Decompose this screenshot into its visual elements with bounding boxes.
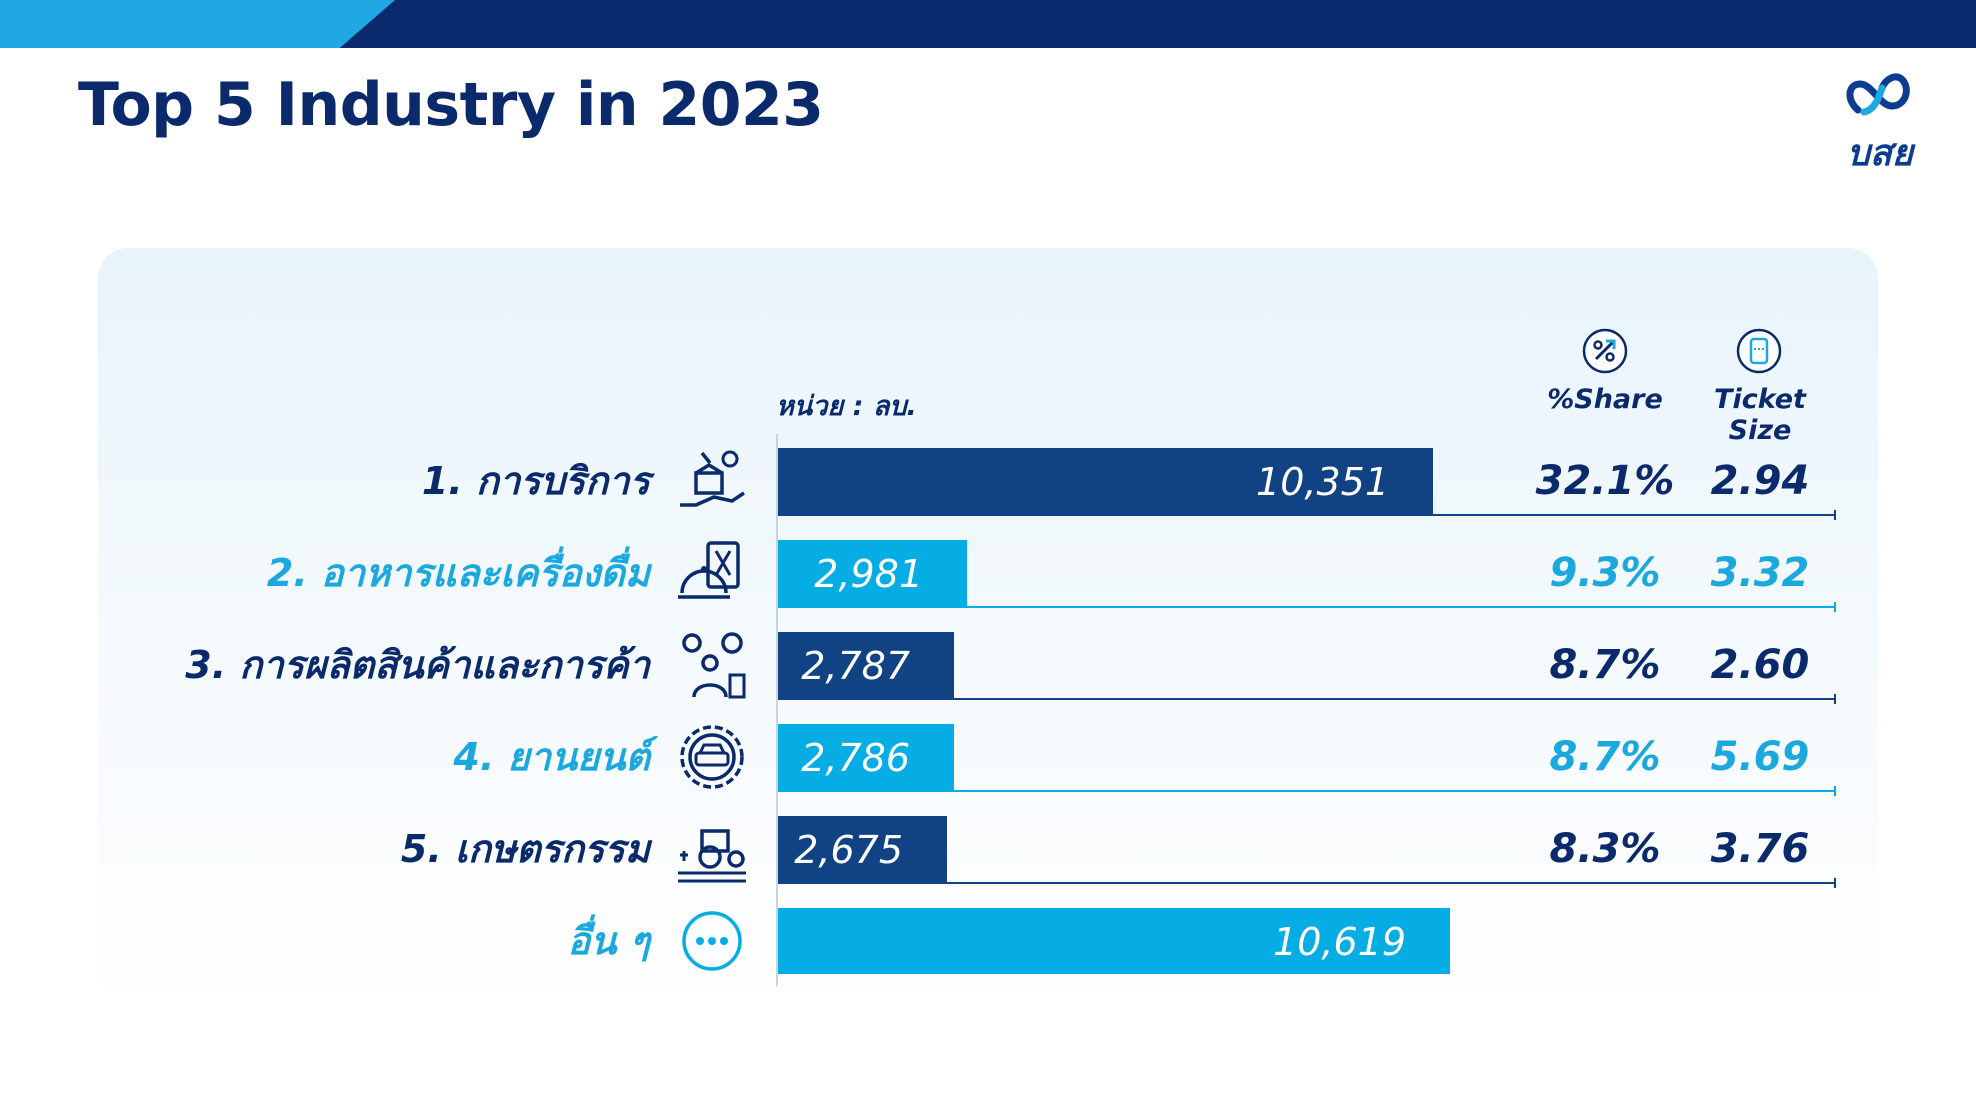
ticket-size-value: 3.32: [1710, 550, 1810, 596]
share-value: 32.1%: [1535, 458, 1675, 504]
row-divider: [778, 790, 1836, 792]
bar-value-label: 2,675: [794, 828, 903, 872]
bar-value-label: 2,787: [801, 644, 910, 688]
logo-text: บสย: [1847, 133, 1913, 174]
bar: 10,351: [778, 448, 1433, 514]
more-dots-icon: [682, 911, 742, 971]
share-column-header: %Share: [1547, 384, 1663, 415]
row-divider: [778, 882, 1836, 884]
row-divider-tick: [1834, 786, 1836, 796]
ticket-size-value: 2.94: [1710, 458, 1810, 504]
food-menu-cloche-icon: [678, 541, 740, 599]
ticket-size-column-header: Ticket Size: [1714, 384, 1806, 446]
category-label: 2. อาหารและเครื่องดื่ม: [266, 551, 650, 595]
row-divider: [778, 514, 1836, 516]
category-label: อื่น ๆ: [567, 919, 650, 963]
row-divider-tick: [1834, 694, 1836, 704]
category-label: 1. การบริการ: [421, 459, 650, 503]
share-value: 8.7%: [1549, 642, 1661, 688]
share-value: 8.7%: [1549, 734, 1661, 780]
ticket-size-value: 3.76: [1710, 826, 1810, 872]
page-title: Top 5 Industry in 2023: [78, 70, 824, 140]
top-banner-accent: [0, 0, 395, 48]
bar-value-label: 2,981: [814, 552, 923, 596]
unit-label: หน่วย : ลบ.: [776, 391, 917, 422]
bar: 2,786: [778, 724, 954, 790]
share-value: 8.3%: [1549, 826, 1661, 872]
bar: 2,981: [778, 540, 967, 606]
row-divider-tick: [1834, 510, 1836, 520]
share-value: 9.3%: [1549, 550, 1661, 596]
category-label: 3. การผลิตสินค้าและการค้า: [185, 643, 650, 687]
row-divider-tick: [1834, 878, 1836, 888]
brand-logo: บสย: [1820, 66, 1940, 176]
bar-value-label: 10,351: [1256, 460, 1389, 504]
car-gear-icon: [680, 725, 744, 789]
chart-axis-line: [776, 434, 778, 986]
infinity-loop-icon: [1846, 73, 1910, 116]
tractor-field-icon: [678, 829, 746, 883]
bar-value-label: 2,786: [801, 736, 910, 780]
factory-worker-gears-icon: [682, 632, 746, 699]
percent-growth-icon: [1582, 328, 1628, 374]
row-divider: [778, 606, 1836, 608]
ticket-size-value: 2.60: [1710, 642, 1810, 688]
row-divider: [778, 698, 1836, 700]
category-label: 5. เกษตรกรรม: [400, 827, 650, 871]
bar: 10,619: [778, 908, 1450, 974]
bar-value-label: 10,619: [1273, 920, 1406, 964]
bar: 2,787: [778, 632, 954, 698]
ticket-size-value: 5.69: [1710, 734, 1810, 780]
bar: 2,675: [778, 816, 947, 882]
service-hand-box-icon: [680, 450, 745, 507]
row-divider-tick: [1834, 602, 1836, 612]
category-label: 4. ยานยนต์: [453, 735, 650, 779]
ticket-icon: [1736, 328, 1782, 374]
chart-panel: [98, 248, 1878, 1018]
